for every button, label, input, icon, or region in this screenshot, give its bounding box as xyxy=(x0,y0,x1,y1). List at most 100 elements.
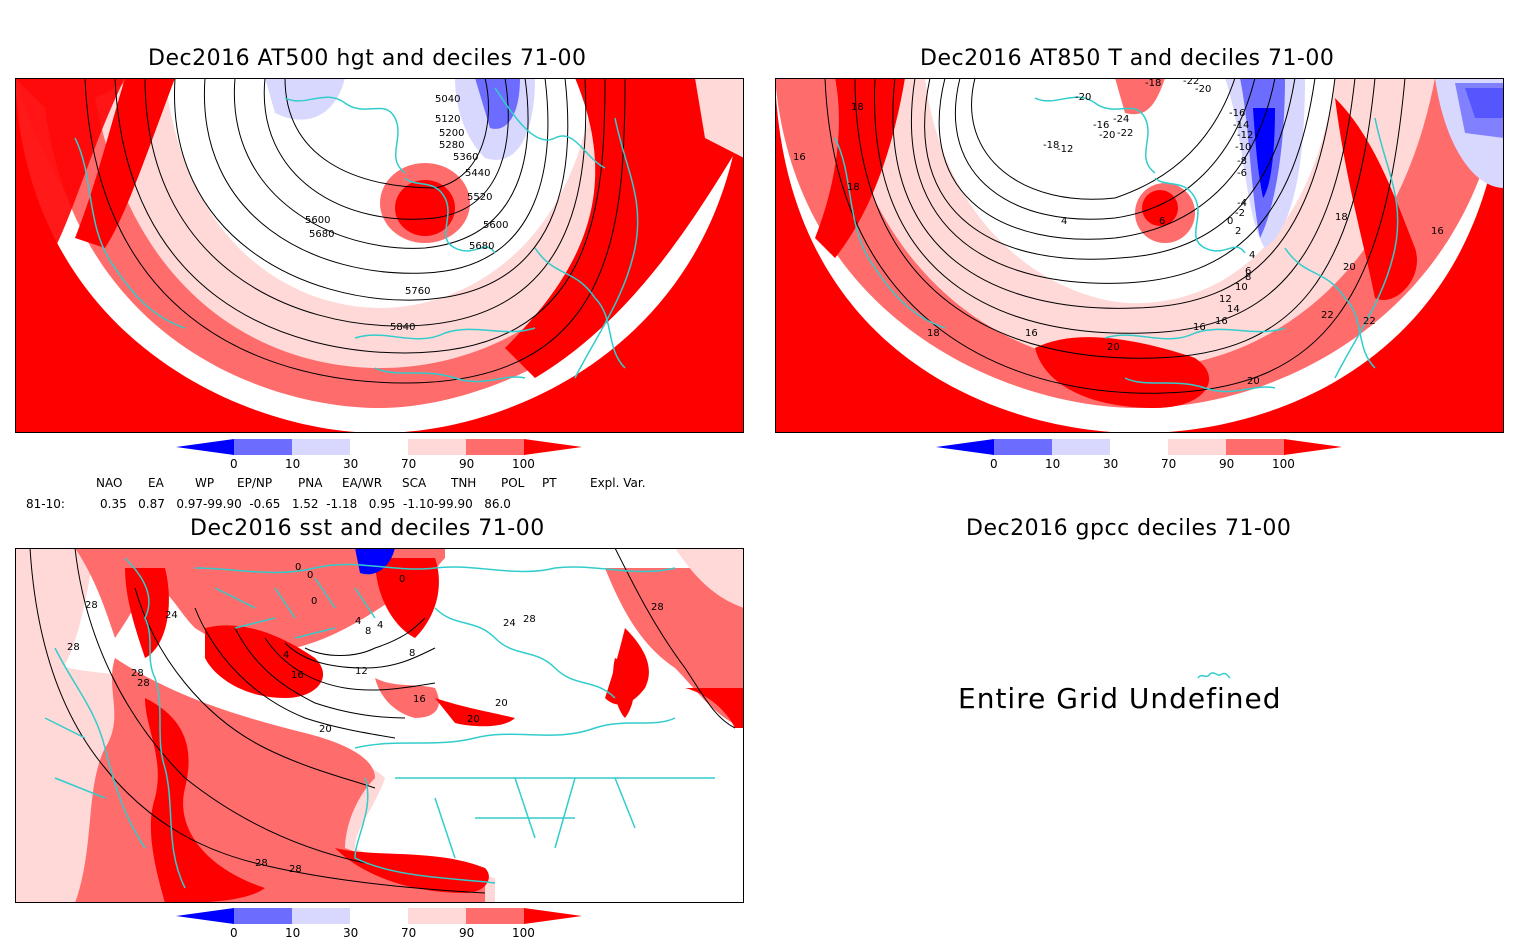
colorbar-tick: 100 xyxy=(512,926,535,940)
index-header: NAO xyxy=(96,476,123,490)
undefined-grid-message: Entire Grid Undefined xyxy=(958,682,1282,715)
contour-label: -20 xyxy=(1075,92,1091,103)
contour-label: -2 xyxy=(1235,208,1245,219)
contour-label: 20 xyxy=(1107,342,1120,353)
decile-region xyxy=(815,78,905,258)
decile-region xyxy=(75,78,175,248)
colorbar-tick: 30 xyxy=(1103,457,1118,471)
coastline xyxy=(574,117,639,379)
decile-region xyxy=(15,548,95,678)
contour-label: -18 xyxy=(1145,78,1161,89)
contour-label: 20 xyxy=(1343,262,1356,273)
colorbar-hgt: 0 10 30 70 90 100 xyxy=(176,439,582,471)
colorbar-sst: 0 10 30 70 90 100 xyxy=(176,908,582,940)
colorbar-tick: 70 xyxy=(1161,457,1176,471)
index-values: 0.35 0.87 0.97-99.90 -0.65 1.52 -1.18 0.… xyxy=(100,497,511,511)
colorbar-tick: 70 xyxy=(401,926,416,940)
contour-label: 28 xyxy=(137,678,150,689)
contour-label: -20 xyxy=(1099,130,1115,141)
contour-label: 24 xyxy=(503,618,516,629)
colorbar-tick: 10 xyxy=(1045,457,1060,471)
index-header: EA/WR xyxy=(342,476,383,490)
colorbar-segment xyxy=(1052,439,1110,455)
colorbar-segment xyxy=(466,908,524,924)
contour-label: 24 xyxy=(165,610,178,621)
contour-label: 16 xyxy=(1193,322,1206,333)
decile-region xyxy=(15,78,744,433)
contour-label: 18 xyxy=(927,328,940,339)
contour-label: 16 xyxy=(1025,328,1038,339)
colorbar-segment xyxy=(234,439,292,455)
island-squiggle xyxy=(1197,672,1231,679)
colorbar-tick: 90 xyxy=(459,457,474,471)
coastline xyxy=(354,327,536,340)
contour-label: -10 xyxy=(1235,142,1251,153)
contour-label: 2 xyxy=(1235,226,1241,237)
colorbar-segment xyxy=(408,439,466,455)
decile-region xyxy=(505,78,744,378)
colorbar-tick: 90 xyxy=(1219,457,1234,471)
decile-region xyxy=(435,698,515,727)
contour-label: 8 xyxy=(409,648,415,659)
contour-label: 28 xyxy=(67,642,80,653)
contour-label: 10 xyxy=(1235,282,1248,293)
colorbar-tick: 10 xyxy=(285,926,300,940)
colorbar-tick: 90 xyxy=(459,926,474,940)
decile-region xyxy=(375,678,439,718)
coastline xyxy=(374,367,526,383)
contour-label: 12 xyxy=(355,666,368,677)
contour-label: -4 xyxy=(1237,198,1247,209)
colorbar-tick: 100 xyxy=(512,457,535,471)
coastline xyxy=(1124,377,1276,393)
contour-label: 6 xyxy=(1159,216,1165,227)
decile-region xyxy=(1253,108,1275,198)
contour-label: 5840 xyxy=(390,322,415,333)
decile-region xyxy=(355,548,395,575)
colorbar-tick: 0 xyxy=(230,926,238,940)
contour-label: -20 xyxy=(1195,84,1211,95)
map-panel-t850: -18 -20 -22 -20 -24 -18 -16 -22 -20 -12 … xyxy=(775,78,1504,433)
coastline xyxy=(74,137,186,329)
contour-label: 0 xyxy=(307,570,313,581)
colorbar-segment xyxy=(176,908,234,924)
contour-label: 4 xyxy=(283,650,289,661)
decile-region xyxy=(695,78,744,158)
contour-label: 22 xyxy=(1363,316,1376,327)
coastline xyxy=(434,607,616,699)
colorbar-tick: 100 xyxy=(1272,457,1295,471)
colorbar-segment xyxy=(292,908,350,924)
panel-title-t850: Dec2016 AT850 T and deciles 71-00 xyxy=(920,46,1335,71)
contour-label: 5200 xyxy=(439,128,464,139)
contour-label: 28 xyxy=(523,614,536,625)
colorbar-segment xyxy=(292,439,350,455)
contour-label: -24 xyxy=(1113,114,1129,125)
contour-label: 20 xyxy=(495,698,508,709)
map-panel-hgt: 5040 5120 5200 5280 5360 5440 5520 5600 … xyxy=(15,78,744,433)
colorbar-segment xyxy=(994,439,1052,455)
coastline xyxy=(124,557,186,889)
coastline xyxy=(1284,247,1376,369)
decile-region xyxy=(145,698,265,903)
contour-label: -8 xyxy=(1237,156,1247,167)
contour-label: 5600 xyxy=(305,215,330,226)
coastline xyxy=(284,96,406,174)
colorbar-tick: 70 xyxy=(401,457,416,471)
index-header: EA xyxy=(148,476,164,490)
contour-label: 5760 xyxy=(405,286,430,297)
decile-region xyxy=(205,625,324,698)
contour-label: -22 xyxy=(1117,128,1133,139)
contour-label: 5680 xyxy=(469,241,494,252)
coastline xyxy=(534,247,626,369)
panel-title-sst: Dec2016 sst and deciles 71-00 xyxy=(190,516,545,541)
contour-label: -12 xyxy=(1237,130,1253,141)
decile-region xyxy=(375,558,439,638)
decile-region xyxy=(15,78,125,248)
colorbar-segment xyxy=(350,439,408,455)
index-header: PNA xyxy=(298,476,323,490)
panel-title-hgt: Dec2016 AT500 hgt and deciles 71-00 xyxy=(148,46,587,71)
contour-label: 6 xyxy=(1245,266,1251,277)
index-header: PT xyxy=(542,476,557,490)
contour-label: -12 xyxy=(1057,144,1073,155)
contour-label: 0 xyxy=(311,596,317,607)
colorbar-segment xyxy=(350,908,408,924)
